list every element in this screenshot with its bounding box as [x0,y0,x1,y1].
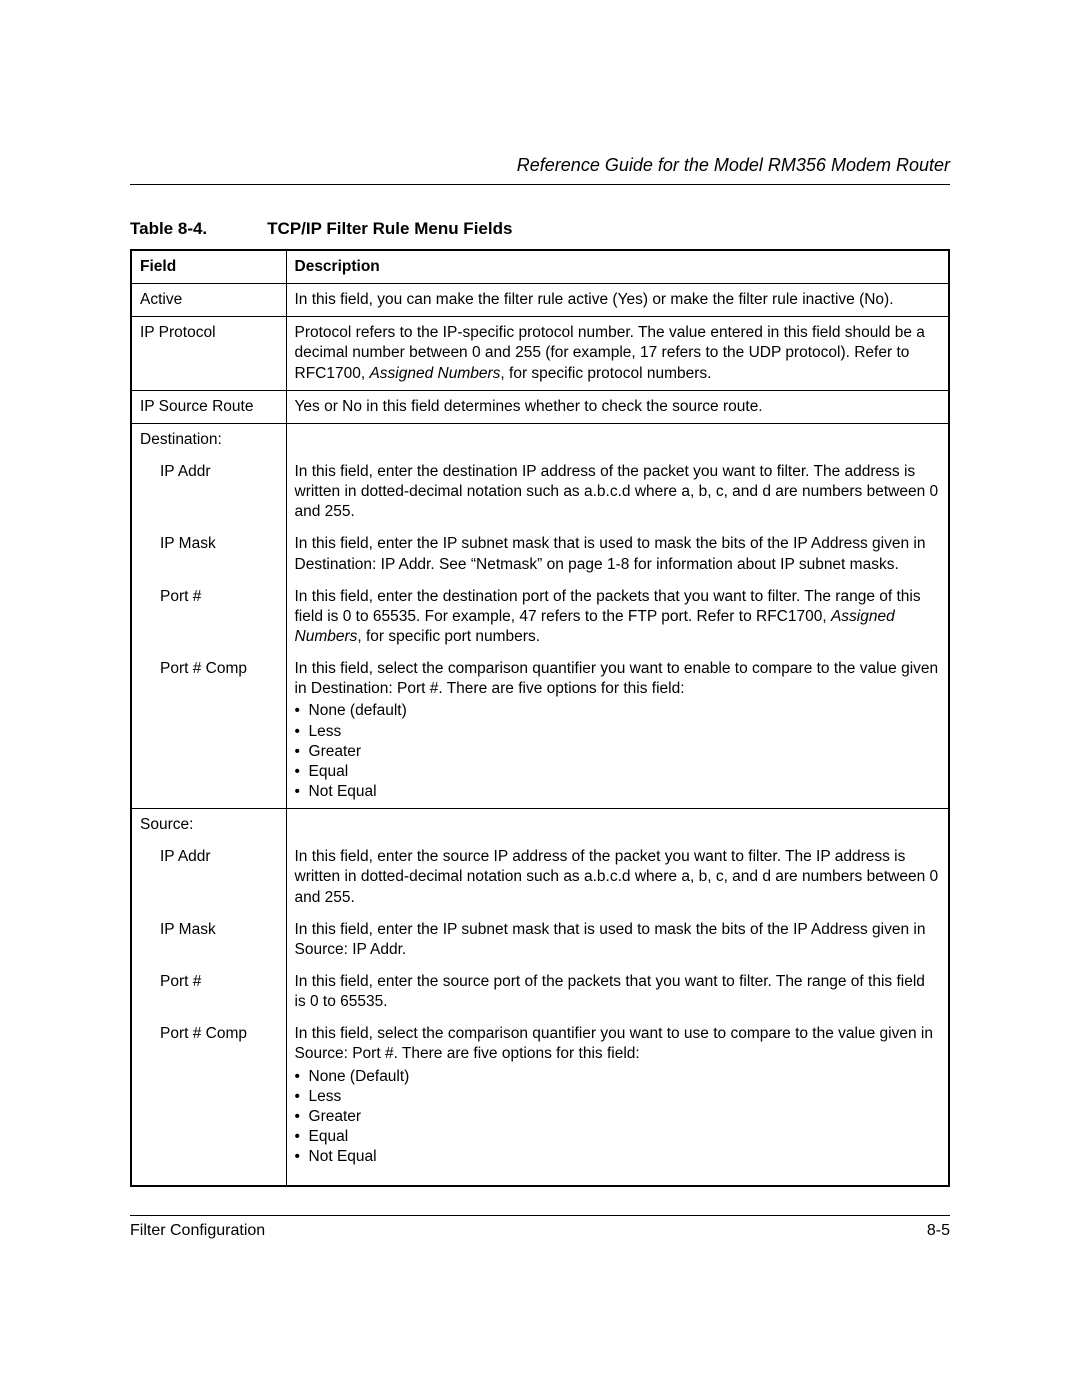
cell-field: Port # [131,581,286,653]
th-description: Description [286,250,949,284]
cell-field: IP Addr [131,841,286,913]
page-footer: Filter Configuration 8-5 [130,1215,950,1240]
table-row: Port #In this field, enter the destinati… [131,581,949,653]
table-row: ActiveIn this field, you can make the fi… [131,284,949,317]
table-row: Destination: [131,423,949,456]
table-row: IP AddrIn this field, enter the destinat… [131,456,949,528]
option-item: Less [295,1087,941,1107]
table-row: Port #In this field, enter the source po… [131,966,949,1018]
th-field: Field [131,250,286,284]
footer-right: 8-5 [927,1222,950,1240]
option-item: None (default) [295,701,941,721]
table-caption-title: TCP/IP Filter Rule Menu Fields [267,219,512,238]
cell-field: IP Addr [131,456,286,528]
table-row: IP MaskIn this field, enter the IP subne… [131,914,949,966]
option-item: None (Default) [295,1067,941,1087]
table-header-row: Field Description [131,250,949,284]
cell-field: Active [131,284,286,317]
document-page: Reference Guide for the Model RM356 Mode… [0,0,1080,1397]
option-item: Equal [295,762,941,782]
cell-description: In this field, enter the IP subnet mask … [286,528,949,580]
cell-description: In this field, enter the source port of … [286,966,949,1018]
cell-field: IP Mask [131,914,286,966]
option-list: None (Default)LessGreaterEqualNot Equal [295,1067,941,1168]
fields-table: Field Description ActiveIn this field, y… [130,249,950,1187]
cell-description [286,423,949,456]
cell-description: In this field, select the comparison qua… [286,653,949,808]
table-row: IP Source RouteYes or No in this field d… [131,390,949,423]
cell-description: In this field, select the comparison qua… [286,1018,949,1186]
option-item: Greater [295,1107,941,1127]
option-item: Less [295,722,941,742]
table-body: ActiveIn this field, you can make the fi… [131,284,949,1187]
option-item: Not Equal [295,1147,941,1167]
cell-field: Port # [131,966,286,1018]
table-row: IP ProtocolProtocol refers to the IP-spe… [131,317,949,390]
option-list: None (default)LessGreaterEqualNot Equal [295,701,941,802]
cell-field: Source: [131,809,286,842]
table-caption-prefix: Table 8-4. [130,219,207,238]
table-row: IP AddrIn this field, enter the source I… [131,841,949,913]
cell-description: In this field, enter the destination por… [286,581,949,653]
table-row: Port # CompIn this field, select the com… [131,653,949,808]
cell-description: In this field, enter the destination IP … [286,456,949,528]
option-item: Not Equal [295,782,941,802]
cell-description: In this field, you can make the filter r… [286,284,949,317]
cell-field: Destination: [131,423,286,456]
cell-field: Port # Comp [131,1018,286,1186]
cell-description: Protocol refers to the IP-specific proto… [286,317,949,390]
option-item: Equal [295,1127,941,1147]
cell-field: IP Source Route [131,390,286,423]
running-header: Reference Guide for the Model RM356 Mode… [130,155,950,185]
cell-field: IP Protocol [131,317,286,390]
cell-description [286,809,949,842]
table-caption: Table 8-4. TCP/IP Filter Rule Menu Fields [130,219,950,239]
table-row: Source: [131,809,949,842]
option-item: Greater [295,742,941,762]
table-row: IP MaskIn this field, enter the IP subne… [131,528,949,580]
cell-field: IP Mask [131,528,286,580]
cell-description: In this field, enter the source IP addre… [286,841,949,913]
cell-field: Port # Comp [131,653,286,808]
cell-description: Yes or No in this field determines wheth… [286,390,949,423]
table-row: Port # CompIn this field, select the com… [131,1018,949,1186]
footer-left: Filter Configuration [130,1222,265,1240]
cell-description: In this field, enter the IP subnet mask … [286,914,949,966]
